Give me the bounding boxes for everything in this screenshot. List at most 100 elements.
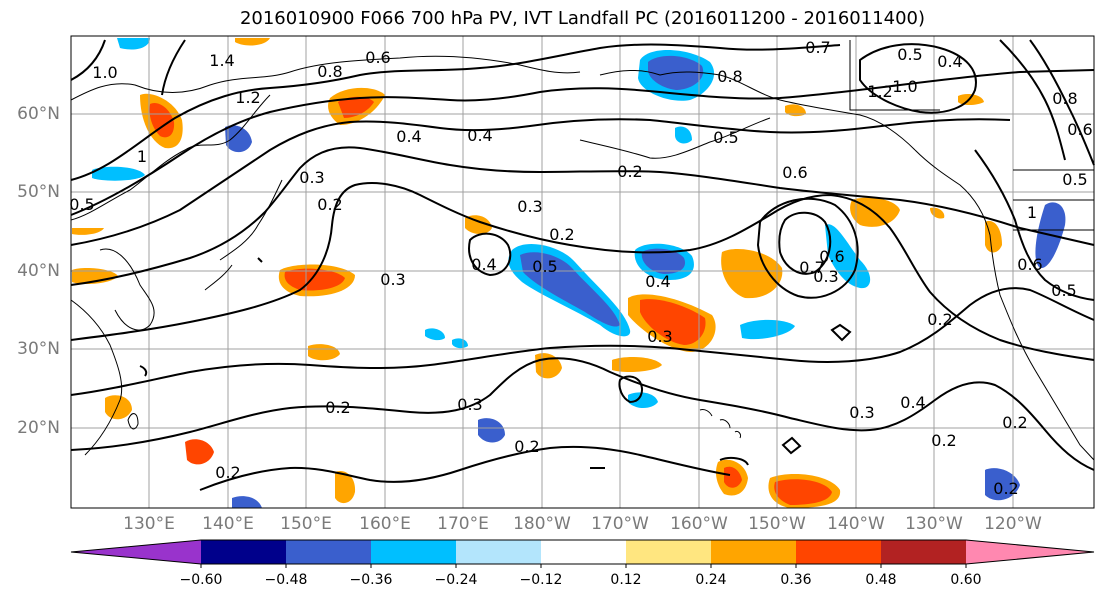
contour-i bbox=[70, 357, 1095, 471]
contour-label: 1.0 bbox=[92, 63, 117, 82]
contour-label: 0.5 bbox=[532, 257, 557, 276]
contour-label: 0.3 bbox=[299, 168, 324, 187]
contour-label: 0.4 bbox=[471, 255, 496, 274]
contour-o bbox=[719, 456, 749, 466]
contour-label: 0.4 bbox=[467, 126, 492, 145]
contour-v bbox=[139, 257, 263, 377]
shade-neg-small1 bbox=[628, 392, 658, 408]
contour-label: 0.5 bbox=[69, 195, 94, 214]
shade-neg-bottom bbox=[232, 496, 262, 508]
shade-pos-pacific-core bbox=[640, 299, 706, 345]
lon-label: 140°E bbox=[202, 514, 254, 534]
colorbar-extend-left bbox=[71, 540, 201, 564]
lon-label: 120°W bbox=[984, 514, 1042, 534]
contour-h bbox=[70, 287, 1095, 396]
contour-label: 0.2 bbox=[514, 437, 539, 456]
contour-d bbox=[70, 146, 1095, 286]
map-frame bbox=[70, 35, 1095, 509]
contour-label: 0.5 bbox=[1062, 170, 1087, 189]
contour-label: 0.7 bbox=[799, 258, 824, 277]
contour-label: 0.4 bbox=[645, 272, 670, 291]
coast-northamerica bbox=[914, 149, 1095, 461]
contour-label: 0.6 bbox=[365, 48, 390, 67]
shade-neg-50n bbox=[92, 166, 145, 181]
contour-b bbox=[70, 69, 1095, 216]
contour-label: 0.6 bbox=[1067, 120, 1092, 139]
contour-j bbox=[199, 445, 731, 491]
shade-neg-small4 bbox=[675, 126, 692, 144]
pv-contours bbox=[70, 39, 1095, 491]
graticule bbox=[71, 36, 1094, 508]
contour-label: 0.2 bbox=[993, 479, 1018, 498]
colorbar-segment bbox=[541, 540, 626, 564]
colorbar-tick-label: 0.48 bbox=[865, 572, 897, 588]
shade-neg-sw bbox=[985, 468, 1020, 501]
contour-label: 0.3 bbox=[517, 197, 542, 216]
contour-label: 0.2 bbox=[215, 463, 240, 482]
colorbar-segment bbox=[711, 540, 796, 564]
contour-label: 0.3 bbox=[849, 403, 874, 422]
colorbar-segment bbox=[796, 540, 881, 564]
shade-neg-small2 bbox=[425, 328, 445, 341]
contour-label: 1.0 bbox=[892, 77, 917, 96]
shade-pos-sb1-core bbox=[774, 479, 832, 505]
contour-label: 0.6 bbox=[1017, 255, 1042, 274]
contour-label: 1 bbox=[137, 147, 147, 166]
colorbar-segment bbox=[371, 540, 456, 564]
contour-label: 0.2 bbox=[1002, 413, 1027, 432]
lon-label: 150°E bbox=[280, 514, 332, 534]
shade-pos-okhotsk-core bbox=[338, 96, 374, 118]
shade-pos-kamchatka-core bbox=[149, 102, 175, 138]
contour-label: 0.8 bbox=[1052, 89, 1077, 108]
lon-label: 140°W bbox=[827, 514, 885, 534]
shade-neg-160w-core bbox=[641, 248, 686, 274]
contour-label: 0.5 bbox=[713, 128, 738, 147]
contour-label: 0.4 bbox=[900, 393, 925, 412]
contour-u bbox=[974, 149, 1095, 301]
shade-neg-top bbox=[117, 38, 150, 50]
lat-label-60n: 60°N bbox=[17, 104, 60, 124]
contour-label: 0.8 bbox=[317, 62, 342, 81]
contour-label: 0.8 bbox=[717, 67, 742, 86]
lon-label: 130°E bbox=[123, 514, 175, 534]
shade-neg-tl bbox=[225, 125, 252, 153]
coast-alaska bbox=[599, 70, 916, 151]
coast-japan bbox=[204, 179, 283, 291]
lat-label-50n: 50°N bbox=[17, 182, 60, 202]
contour-label: 0.2 bbox=[927, 310, 952, 329]
shade-pos-sb3 bbox=[185, 439, 214, 465]
shade-neg-140w bbox=[825, 224, 871, 289]
contour-label: 0.4 bbox=[396, 127, 421, 146]
coast-asia-east bbox=[70, 94, 271, 221]
contour-l bbox=[468, 232, 512, 277]
contour-label: 0.3 bbox=[813, 267, 838, 286]
colorbar-segment bbox=[881, 540, 966, 564]
lon-label: 150°W bbox=[748, 514, 806, 534]
contour-f bbox=[778, 211, 832, 275]
shade-pos-sb2-core bbox=[724, 466, 742, 488]
shade-pos-sb12 bbox=[785, 104, 806, 117]
contour-label: 1.4 bbox=[209, 51, 234, 70]
contour-label: 1.2 bbox=[235, 88, 260, 107]
colorbar-segment bbox=[626, 540, 711, 564]
shade-pos-sb15 bbox=[72, 228, 104, 235]
lon-label: 130°W bbox=[905, 514, 963, 534]
colorbar bbox=[70, 539, 1095, 568]
colorbar-tick-label: −0.36 bbox=[349, 572, 393, 588]
coastlines bbox=[70, 40, 1095, 461]
shade-neg-20n bbox=[478, 418, 505, 443]
contour-q bbox=[70, 39, 186, 96]
shade-pos-sb9 bbox=[335, 470, 356, 504]
contour-label: 0.2 bbox=[549, 225, 574, 244]
contour-label: 0.3 bbox=[457, 395, 482, 414]
lat-label-40n: 40°N bbox=[17, 261, 60, 281]
colorbar-tick-label: 0.36 bbox=[780, 572, 812, 588]
contour-label: 0.2 bbox=[317, 195, 342, 214]
lon-label: 170°W bbox=[591, 514, 649, 534]
contour-label-layer: 0.6 0.8 0.7 0.8 0.4 1.2 1.0 0.5 0.4 1.0 … bbox=[69, 38, 1092, 498]
colorbar-tick-label: 0.24 bbox=[695, 572, 727, 588]
shade-pos-sb11 bbox=[235, 38, 270, 46]
contour-m bbox=[830, 323, 852, 342]
contour-n bbox=[781, 436, 802, 455]
